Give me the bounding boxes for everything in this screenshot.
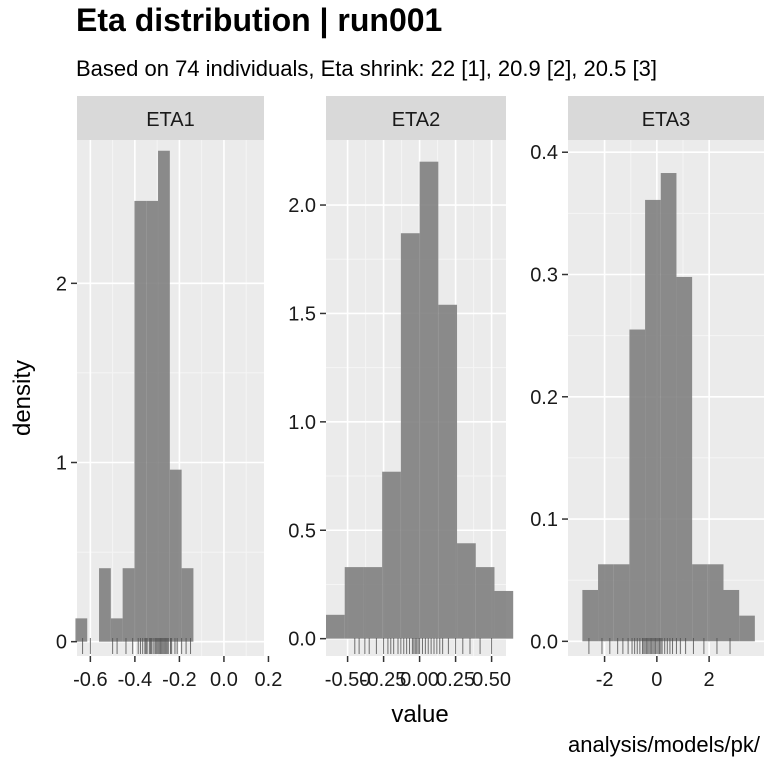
histogram-bar — [645, 199, 661, 642]
y-tick-label: 0.0 — [288, 629, 316, 651]
x-tick-label: 0.50 — [472, 669, 511, 691]
y-tick-label: 2 — [56, 273, 67, 295]
facet-strip — [326, 96, 506, 140]
histogram-bar — [419, 161, 439, 639]
histogram-bar — [707, 564, 724, 642]
x-tick-label: -0.2 — [162, 669, 196, 691]
y-tick-label: 2.0 — [288, 195, 316, 217]
x-tick-label: -2 — [596, 669, 614, 691]
histogram-bar — [169, 469, 182, 642]
facet-strip-label: ETA3 — [642, 109, 691, 131]
x-tick-label: 0.2 — [255, 669, 283, 691]
histogram-bar — [122, 568, 135, 642]
chart-title: Eta distribution | run001 — [76, 2, 443, 38]
chart-caption: analysis/models/pk/ — [568, 732, 760, 757]
y-tick-label: 1.0 — [288, 412, 316, 434]
histogram-bar — [438, 304, 458, 639]
histogram-bar — [110, 618, 123, 642]
x-tick-label: -0.4 — [118, 669, 152, 691]
histogram-bar — [158, 150, 170, 642]
x-tick-label: 0.0 — [210, 669, 238, 691]
histogram-bar — [181, 568, 194, 642]
histogram-bar — [363, 567, 383, 639]
x-tick-label: -0.50 — [325, 669, 371, 691]
y-axis-label: density — [9, 360, 36, 436]
facet-strip — [568, 96, 764, 140]
histogram-bar — [598, 564, 614, 642]
panel-eta3: ETA3 0.0 0.1 0.2 0.3 0.4 -2 0 2 — [530, 96, 764, 691]
y-tick-label: 0.3 — [530, 265, 558, 287]
histogram-bar — [344, 567, 364, 639]
histogram-bar — [723, 589, 740, 642]
histogram-bar — [326, 614, 345, 639]
x-tick-label: -0.6 — [73, 669, 107, 691]
histogram-bar — [613, 564, 630, 642]
y-tick-label: 0.1 — [530, 509, 558, 531]
x-axis-label: value — [391, 701, 448, 728]
histogram-bar — [692, 564, 708, 642]
histogram-bar — [676, 276, 693, 642]
y-tick-label: 0.5 — [288, 520, 316, 542]
histogram-bar — [582, 589, 599, 642]
histogram-bar — [475, 567, 495, 639]
histogram-bar — [739, 615, 755, 642]
histogram-bar — [400, 233, 420, 639]
histogram-bar — [99, 568, 111, 642]
y-tick-label: 0.2 — [530, 387, 558, 409]
histogram-bar — [134, 200, 147, 642]
x-tick-label: -0.25 — [361, 669, 407, 691]
facet-strip-label: ETA2 — [392, 109, 441, 131]
y-tick-label: 0.0 — [530, 631, 558, 653]
y-tick-label: 1 — [56, 453, 67, 475]
histogram-bar — [146, 200, 159, 642]
histogram-bar — [660, 173, 677, 642]
histogram-bar — [75, 618, 88, 642]
y-tick-label: 0.4 — [530, 142, 558, 164]
histogram-bar — [457, 543, 476, 639]
facet-strip-label: ETA1 — [146, 109, 195, 131]
x-tick-label: 2 — [704, 669, 715, 691]
chart-subtitle: Based on 74 individuals, Eta shrink: 22 … — [76, 56, 657, 81]
x-tick-label: 0.25 — [436, 669, 475, 691]
y-tick-label: 1.5 — [288, 303, 316, 325]
y-tick-label: 0 — [56, 632, 67, 654]
histogram-bar — [382, 471, 401, 639]
facet-strip — [77, 96, 264, 140]
x-tick-label: 0 — [651, 669, 662, 691]
x-tick-label: 0.00 — [400, 669, 439, 691]
panel-eta1: ETA1 0 1 2 -0.6 -0.4 -0.2 0.0 0.2 — [56, 96, 282, 691]
panel-eta2: ETA2 0.0 0.5 1.0 1.5 2.0 -0.50-0.250.000.250.5… — [288, 96, 514, 691]
histogram-bar — [494, 590, 514, 639]
histogram-bar — [629, 329, 646, 642]
